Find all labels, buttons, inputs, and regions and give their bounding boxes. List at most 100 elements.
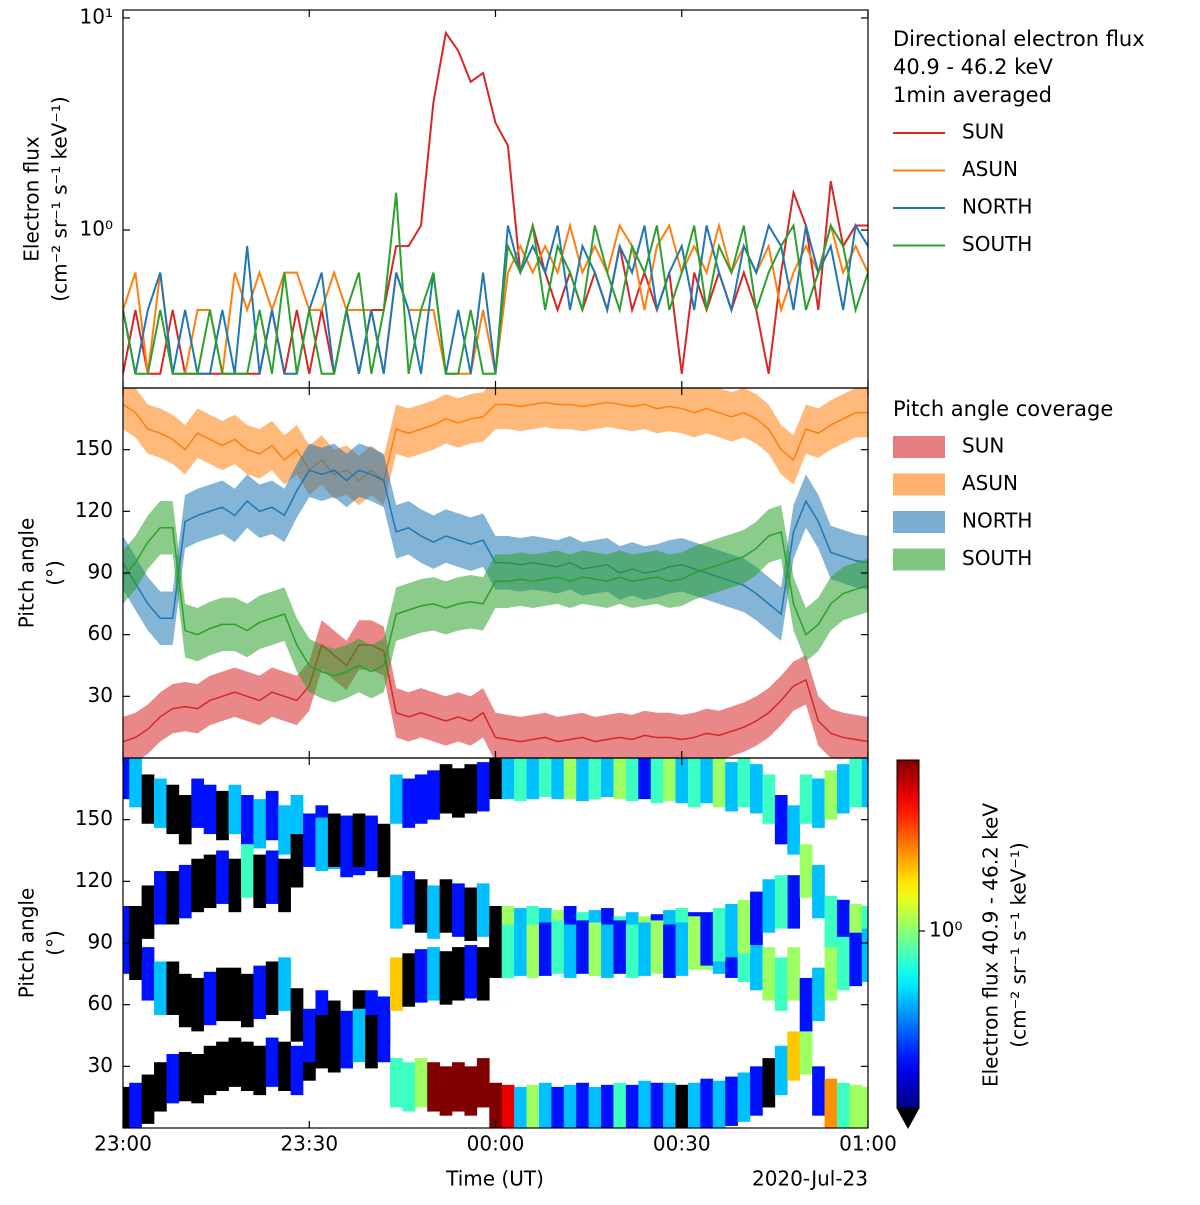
- y-tick-label: 120: [75, 868, 113, 892]
- y-tick-label: 10¹: [80, 4, 113, 28]
- flux-cell: [191, 778, 205, 828]
- flux-line: [123, 30, 868, 375]
- flux-cell: [514, 758, 527, 802]
- flux-cell: [129, 1082, 142, 1128]
- colorbar-under: [896, 1107, 920, 1130]
- flux-cell: [253, 799, 267, 849]
- flux-cell: [228, 967, 242, 1022]
- flux-cell: [203, 784, 217, 835]
- y-axis-label: Pitch angle: [15, 518, 39, 629]
- y-axis-label: Electron flux: [20, 136, 44, 262]
- flux-cell: [836, 936, 850, 991]
- flux-cell: [129, 906, 142, 960]
- flux-cell: [750, 936, 763, 991]
- flux-cell: [750, 764, 763, 814]
- y-axis-label: (cm⁻² sr⁻¹ s⁻¹ keV⁻¹): [48, 96, 72, 301]
- legend-label: SUN: [962, 120, 1004, 144]
- flux-cell: [861, 928, 868, 983]
- flux-cell: [253, 1045, 267, 1096]
- flux-cell: [687, 1082, 701, 1128]
- legend-swatch: [893, 548, 945, 571]
- flux-cell: [278, 1041, 291, 1091]
- flux-cell: [327, 813, 341, 867]
- flux-cell: [538, 1082, 552, 1128]
- flux-cell: [278, 957, 291, 1011]
- flux-cell: [563, 1084, 577, 1128]
- spectrogram-panel: [123, 758, 868, 1128]
- flux-cell: [737, 1072, 751, 1122]
- flux-cell: [389, 875, 403, 929]
- y-tick-label: 120: [75, 498, 113, 522]
- x-tick-label: 01:00: [839, 1132, 897, 1156]
- flux-cell: [712, 1080, 726, 1128]
- flux-cell: [352, 813, 366, 867]
- flux-cell: [303, 1008, 316, 1063]
- x-axis-label: Time (UT): [445, 1167, 544, 1191]
- flux-cell: [327, 1019, 341, 1073]
- flux-cell: [625, 924, 639, 978]
- y-tick-label: 60: [88, 991, 113, 1015]
- flux-cell: [129, 758, 142, 808]
- flux-cell: [576, 758, 589, 802]
- flux-cell: [725, 903, 738, 958]
- y-tick-label: 150: [75, 806, 113, 830]
- flux-cell: [191, 1054, 205, 1104]
- flux-cell: [154, 871, 167, 925]
- flux-cell: [452, 768, 465, 818]
- flux-cell: [563, 758, 577, 800]
- legend-swatch: [893, 511, 945, 533]
- flux-cell: [228, 858, 242, 913]
- flux-cell: [414, 774, 428, 824]
- flux-cell: [166, 1054, 180, 1104]
- flux-cell: [849, 932, 863, 987]
- flux-cell: [750, 891, 763, 946]
- flux-cell: [799, 1025, 813, 1075]
- flux-cell: [799, 774, 813, 824]
- colorbar-label: Electron flux 40.9 - 46.2 keV: [979, 803, 1003, 1087]
- flux-cell: [849, 758, 863, 808]
- y-tick-label: 30: [88, 683, 113, 707]
- flux-cell: [687, 916, 701, 970]
- flux-cell: [123, 920, 130, 974]
- flux-cell: [526, 758, 540, 800]
- flux-cell: [452, 883, 465, 937]
- flux-cell: [551, 758, 565, 800]
- flux-cell: [712, 908, 726, 962]
- flux-cell: [476, 1058, 490, 1108]
- flux-cell: [414, 949, 428, 1003]
- flux-cell: [265, 961, 279, 1015]
- flux-cell: [762, 947, 776, 1001]
- flux-cell: [737, 899, 751, 954]
- flux-cell: [774, 875, 788, 929]
- legend-label: SOUTH: [962, 546, 1032, 570]
- legend-title: Pitch angle coverage: [893, 397, 1113, 421]
- flux-cell: [638, 758, 652, 800]
- flux-cell: [489, 1082, 503, 1128]
- flux-cell: [265, 850, 279, 904]
- legend-label: SUN: [962, 434, 1004, 458]
- y-tick-label: 10⁰: [80, 217, 113, 241]
- x-tick-label: 23:00: [94, 1132, 152, 1156]
- flux-cell: [836, 1082, 850, 1128]
- flux-cell: [812, 967, 825, 1022]
- flux-cell: [166, 961, 180, 1015]
- flux-cell: [365, 1014, 378, 1069]
- flux-panel: [123, 30, 868, 375]
- flux-cell: [663, 1082, 676, 1128]
- flux-cell: [576, 920, 589, 974]
- flux-cell: [439, 1066, 453, 1116]
- colorbar: [896, 759, 920, 1109]
- flux-cell: [228, 784, 242, 835]
- flux-cell: [787, 1031, 801, 1081]
- legend-title: 1min averaged: [893, 83, 1052, 107]
- flux-cell: [700, 912, 714, 966]
- flux-cell: [464, 887, 478, 941]
- flux-cell: [203, 971, 217, 1026]
- flux-cell: [278, 805, 291, 855]
- flux-cell: [389, 774, 403, 824]
- flux-cell: [638, 922, 652, 976]
- x-tick-label: 00:00: [467, 1132, 525, 1156]
- flux-cell: [687, 758, 701, 808]
- flux-cell: [601, 758, 614, 798]
- panel-frame: [122, 757, 869, 1129]
